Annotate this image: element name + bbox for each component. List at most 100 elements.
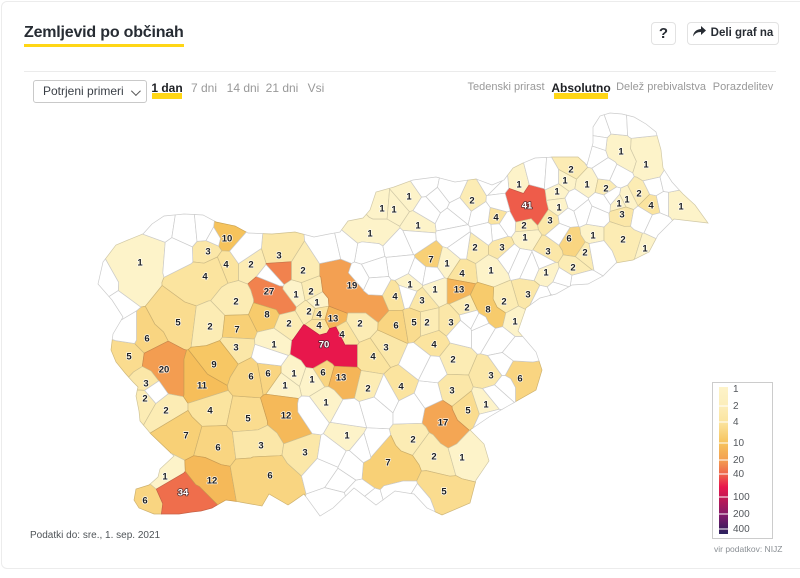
svg-text:2: 2 — [582, 248, 587, 259]
svg-text:1: 1 — [293, 290, 299, 301]
svg-text:7: 7 — [234, 325, 239, 336]
svg-text:7: 7 — [183, 431, 188, 442]
svg-text:4: 4 — [339, 330, 345, 341]
svg-text:5: 5 — [411, 318, 417, 329]
svg-text:1: 1 — [432, 285, 438, 296]
svg-text:1: 1 — [291, 369, 297, 380]
svg-text:2: 2 — [450, 355, 455, 366]
svg-text:11: 11 — [197, 381, 208, 392]
svg-text:1: 1 — [391, 205, 397, 216]
svg-text:3: 3 — [547, 216, 552, 227]
svg-text:4: 4 — [370, 352, 376, 363]
svg-text:5: 5 — [175, 318, 181, 329]
svg-text:7: 7 — [428, 255, 433, 266]
svg-text:5: 5 — [441, 487, 447, 498]
svg-text:1: 1 — [616, 199, 622, 210]
svg-text:1: 1 — [407, 280, 413, 291]
svg-text:1: 1 — [516, 180, 522, 191]
svg-text:2: 2 — [142, 394, 147, 405]
svg-text:4: 4 — [648, 201, 654, 212]
svg-text:1: 1 — [271, 340, 277, 351]
svg-text:4: 4 — [398, 382, 404, 393]
svg-text:1: 1 — [137, 258, 143, 269]
svg-text:1: 1 — [323, 398, 329, 409]
svg-text:5: 5 — [245, 414, 251, 425]
svg-text:4: 4 — [202, 272, 208, 283]
svg-text:3: 3 — [525, 290, 530, 301]
svg-text:13: 13 — [336, 373, 347, 384]
svg-text:2: 2 — [248, 260, 253, 271]
svg-text:5: 5 — [126, 352, 132, 363]
svg-text:5: 5 — [465, 406, 471, 417]
svg-text:1: 1 — [624, 195, 630, 206]
svg-text:6: 6 — [267, 471, 272, 482]
svg-text:1: 1 — [282, 381, 288, 392]
svg-text:1: 1 — [554, 187, 560, 198]
svg-text:2: 2 — [521, 221, 526, 232]
svg-text:3: 3 — [302, 448, 307, 459]
svg-text:2: 2 — [636, 189, 641, 200]
svg-text:4: 4 — [316, 310, 322, 321]
svg-text:1: 1 — [556, 203, 562, 214]
svg-text:1: 1 — [406, 192, 412, 203]
svg-text:2: 2 — [620, 235, 625, 246]
svg-text:2: 2 — [357, 319, 362, 330]
svg-text:70: 70 — [319, 340, 330, 351]
svg-text:2: 2 — [163, 406, 168, 417]
svg-text:3: 3 — [419, 296, 424, 307]
svg-text:1: 1 — [590, 231, 596, 242]
svg-text:1: 1 — [444, 259, 450, 270]
svg-text:2: 2 — [603, 184, 608, 195]
svg-text:6: 6 — [566, 234, 571, 245]
svg-text:2: 2 — [365, 384, 370, 395]
svg-text:19: 19 — [347, 281, 358, 292]
svg-text:2: 2 — [286, 319, 291, 330]
svg-text:3: 3 — [258, 441, 263, 452]
svg-text:3: 3 — [448, 318, 453, 329]
svg-text:8: 8 — [485, 305, 490, 316]
svg-text:4: 4 — [316, 321, 322, 332]
svg-text:3: 3 — [205, 247, 210, 258]
svg-text:3: 3 — [619, 210, 624, 221]
svg-text:1: 1 — [562, 176, 568, 187]
svg-text:4: 4 — [392, 292, 398, 303]
svg-text:2: 2 — [472, 243, 477, 254]
svg-text:3: 3 — [233, 343, 238, 354]
svg-text:2: 2 — [469, 196, 474, 207]
svg-text:1: 1 — [522, 233, 528, 244]
svg-text:6: 6 — [215, 443, 220, 454]
svg-text:2: 2 — [464, 303, 469, 314]
svg-text:27: 27 — [264, 287, 275, 298]
svg-text:1: 1 — [379, 204, 385, 215]
svg-text:7: 7 — [385, 458, 390, 469]
svg-text:3: 3 — [545, 247, 550, 258]
svg-text:2: 2 — [501, 297, 506, 308]
svg-text:3: 3 — [383, 343, 388, 354]
svg-text:6: 6 — [248, 372, 253, 383]
svg-text:1: 1 — [643, 160, 649, 171]
svg-text:1: 1 — [344, 431, 350, 442]
svg-text:2: 2 — [431, 452, 436, 463]
svg-text:9: 9 — [211, 360, 216, 371]
svg-text:3: 3 — [143, 379, 148, 390]
svg-text:6: 6 — [144, 334, 149, 345]
svg-text:4: 4 — [493, 213, 499, 224]
svg-text:2: 2 — [410, 435, 415, 446]
svg-text:6: 6 — [142, 496, 147, 507]
svg-text:1: 1 — [642, 244, 648, 255]
svg-text:12: 12 — [207, 476, 218, 487]
svg-text:2: 2 — [300, 266, 305, 277]
svg-text:1: 1 — [162, 472, 168, 483]
svg-text:1: 1 — [584, 180, 590, 191]
svg-text:2: 2 — [233, 297, 238, 308]
svg-text:1: 1 — [309, 375, 315, 386]
svg-text:1: 1 — [488, 266, 494, 277]
svg-text:1: 1 — [415, 221, 421, 232]
svg-text:10: 10 — [222, 234, 233, 245]
svg-text:2: 2 — [568, 165, 573, 176]
svg-text:1: 1 — [483, 400, 489, 411]
svg-text:3: 3 — [276, 251, 281, 262]
svg-text:6: 6 — [265, 369, 270, 380]
svg-text:6: 6 — [393, 321, 398, 332]
svg-text:2: 2 — [207, 322, 212, 333]
